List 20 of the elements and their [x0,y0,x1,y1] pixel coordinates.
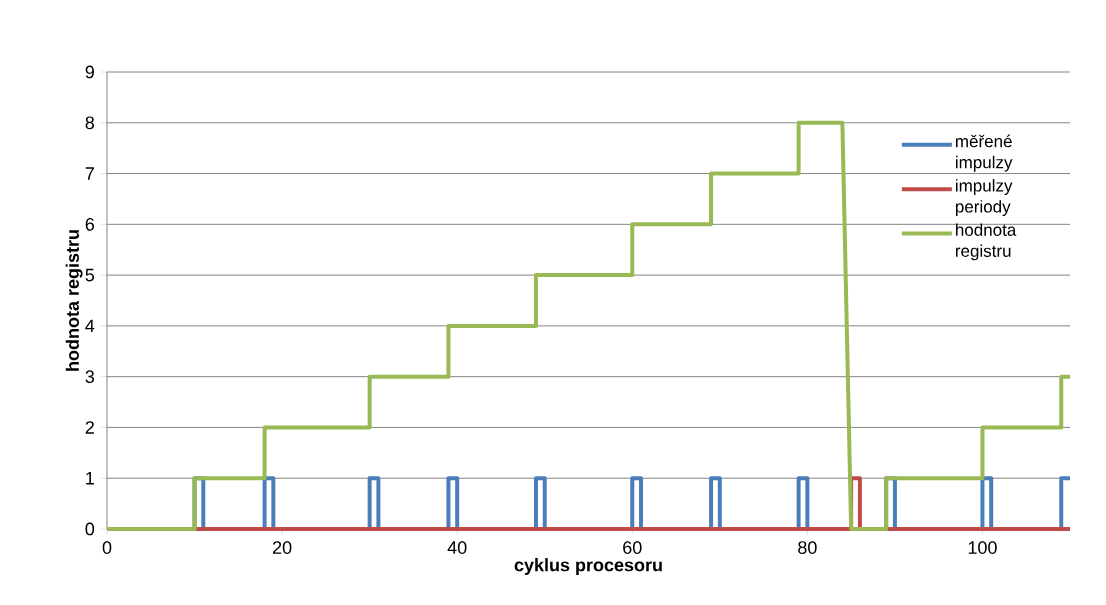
y-tick-label: 5 [85,268,95,282]
x-tick-label: 0 [102,541,112,554]
y-tick-label: 1 [86,472,94,485]
y-tick-label: 4 [85,319,95,333]
x-tick-label: 20 [273,541,292,554]
y-tick-label: 7 [85,167,94,180]
y-tick-label: 0 [85,522,95,536]
y-tick-label: 3 [85,370,95,384]
line-series [105,120,1072,531]
x-axis-title: cyklus procesoru [514,558,662,575]
x-tick-label: 60 [623,541,642,554]
x-tick-label: 80 [798,541,817,554]
x-tick-label: 40 [447,541,467,554]
y-tick-label: 8 [85,116,95,130]
y-tick-label: 2 [85,421,94,434]
y-axis-title: hodnota registru [65,230,83,371]
y-tick-label: 9 [85,65,94,79]
y-tick-label: 6 [85,217,95,231]
legend-label: hodnota registru [956,223,1017,261]
x-tick-label: 100 [968,541,997,554]
